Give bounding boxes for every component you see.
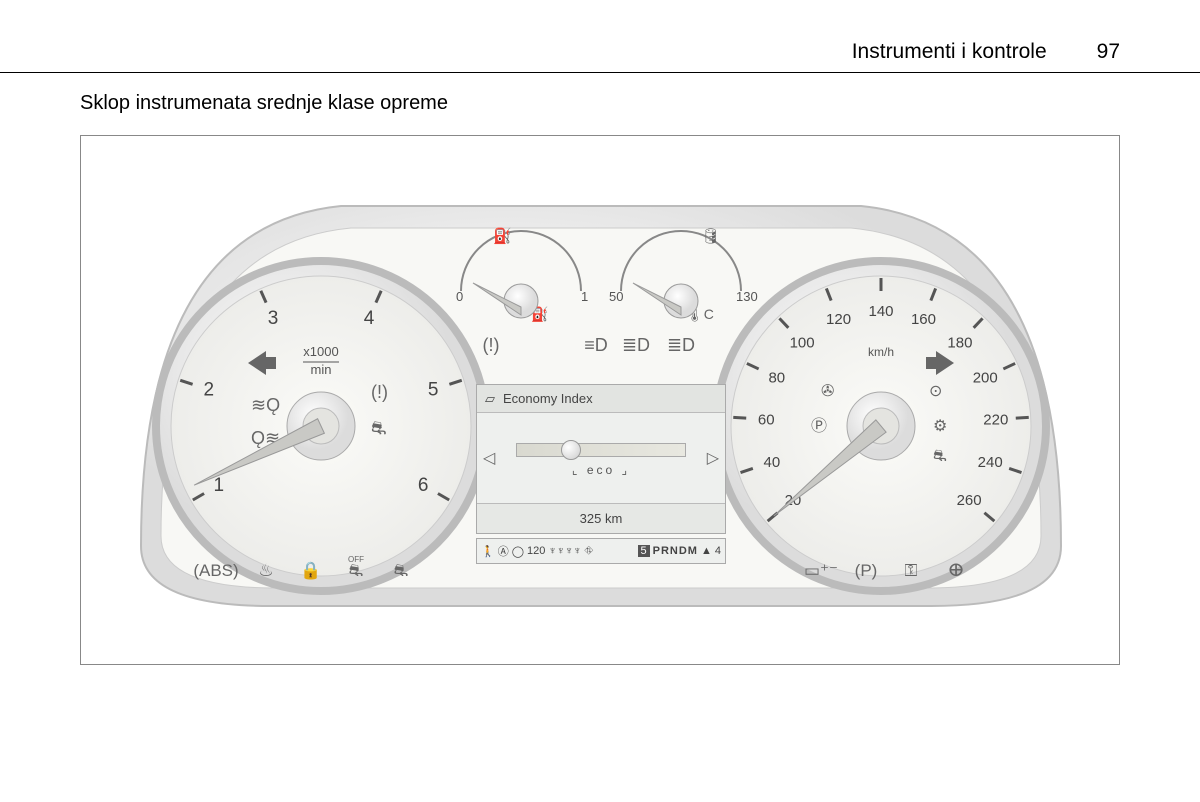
svg-text:3: 3 [268, 308, 279, 329]
svg-text:160: 160 [911, 311, 936, 328]
gear-hint: 5 [638, 545, 650, 557]
coolant-icon: ♨ [258, 561, 273, 580]
engine-check-icon: ⚙ [933, 418, 947, 435]
tach-unit-top: x1000 [303, 344, 338, 359]
shift-arrow: ▲ [701, 545, 712, 557]
svg-text:5: 5 [428, 380, 439, 401]
eco-index-knob [561, 440, 581, 460]
lane-icon: ⛗ [584, 545, 593, 558]
car-icon: ▱ [485, 391, 495, 407]
dic-left-arrow: ◁ [483, 448, 495, 468]
ped-icon: 🚶 [481, 545, 495, 558]
svg-text:120: 120 [826, 311, 851, 328]
eco-label: eco [587, 463, 615, 477]
seatbelt-icon: ⛐ [933, 448, 947, 465]
immobilizer-icon: 🔒 [300, 561, 321, 580]
svg-text:180: 180 [947, 334, 972, 351]
status-strip: 🚶 Ⓐ ◯ 120 ♆♆♆♆ ⛗ 5 PRNDM ▲ 4 [476, 538, 726, 564]
dic-range: 325 km [477, 503, 725, 533]
autostop-icon: Ⓐ [498, 543, 509, 559]
tach-unit-bottom: min [311, 362, 332, 377]
svg-text:4: 4 [364, 308, 375, 329]
park-brake-icon: Ⓟ [811, 417, 827, 435]
svg-text:80: 80 [768, 369, 785, 386]
svg-text:130: 130 [736, 289, 758, 304]
dic-right-arrow: ▷ [707, 448, 719, 468]
svg-text:0: 0 [456, 289, 463, 304]
svg-text:260: 260 [957, 492, 982, 509]
tachometer-gauge: 123456 x1000 min ≋Ǫ Ǫ≋ (!) ⛐ [156, 261, 486, 591]
speedometer-gauge: 20406080100120140160180200220240260 km/h… [716, 261, 1046, 591]
oil-icon: 🛢 [701, 228, 720, 245]
seat-occupancy-icons: ♆♆♆♆ [548, 545, 581, 557]
svg-text:1: 1 [214, 475, 225, 496]
svg-text:1: 1 [581, 289, 588, 304]
key-icon: ⚿ [905, 561, 918, 580]
esp-icon: ⛐ [394, 561, 409, 580]
rear-fog-icon: ≋Ǫ [251, 395, 280, 415]
seatbelt-off-icon: ⛐ [371, 418, 387, 438]
dic-header: ▱ Economy Index [477, 385, 725, 413]
svg-text:60: 60 [758, 411, 775, 428]
sidelight-icon: ≡D [584, 335, 608, 355]
eco-index-bar [516, 443, 686, 457]
driver-info-display: ▱ Economy Index ◁ ⌞ eco ⌟ ▷ 325 km [476, 384, 726, 534]
tire-pressure-icon: (!) [371, 382, 388, 402]
glowplug-icon: ⴲ [948, 561, 963, 580]
svg-text:6: 6 [418, 475, 429, 496]
svg-text:OFF: OFF [348, 555, 364, 564]
cruise-icon: ⊙ [929, 383, 942, 400]
section-title: Instrumenti i kontrole [852, 40, 1047, 64]
battery-icon: ▭⁺⁻ [804, 561, 838, 580]
speed-limit-icon: ◯ [512, 545, 524, 558]
dic-title: Economy Index [503, 391, 593, 406]
fuel-pump-icon: ⛽ [493, 227, 512, 245]
brake-warning-icon: (!) [483, 335, 500, 355]
speed-limit-value: 120 [527, 545, 545, 557]
page-number: 97 [1097, 40, 1120, 64]
speedo-unit: km/h [868, 345, 894, 359]
figure-caption: Sklop instrumenata srednje klase opreme [80, 92, 448, 115]
svg-text:220: 220 [983, 411, 1008, 428]
abs-icon: (ABS) [193, 561, 238, 580]
svg-text:2: 2 [203, 380, 214, 401]
shift-num: 4 [715, 545, 721, 557]
airbag-icon: ✇ [821, 383, 834, 400]
prndm-indicator: PRNDM [653, 545, 698, 557]
svg-text:50: 50 [609, 289, 623, 304]
svg-text:200: 200 [973, 369, 998, 386]
svg-text:240: 240 [978, 454, 1003, 471]
svg-text:140: 140 [868, 303, 893, 320]
epb-icon: (P) [855, 561, 878, 580]
svg-text:40: 40 [763, 454, 780, 471]
high-beam-icon: ≣D [667, 335, 695, 355]
svg-text:100: 100 [790, 334, 815, 351]
page-header: Instrumenti i kontrole 97 [0, 40, 1200, 73]
low-beam-icon: ≣D [622, 335, 650, 355]
instrument-cluster: 123456 x1000 min ≋Ǫ Ǫ≋ (!) ⛐ (ABS) [80, 135, 1120, 665]
